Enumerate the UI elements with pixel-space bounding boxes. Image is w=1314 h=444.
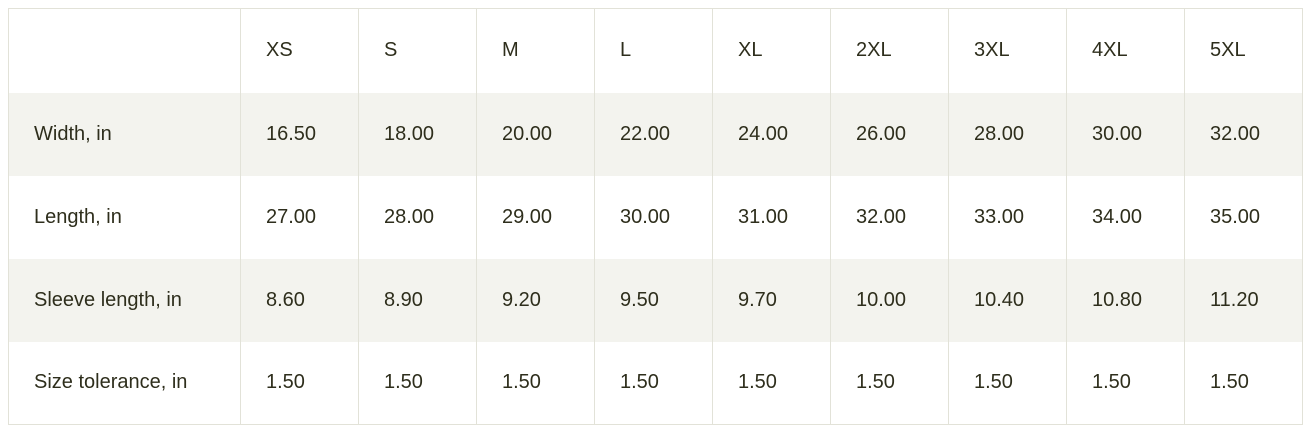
table-cell: 32.00	[1184, 92, 1303, 176]
table-cell: 26.00	[830, 92, 949, 176]
column-header: XS	[240, 8, 359, 93]
table-cell: 1.50	[1184, 341, 1303, 425]
table-cell: 32.00	[830, 175, 949, 259]
table-cell: 10.80	[1066, 258, 1185, 342]
corner-cell	[9, 9, 241, 93]
table-cell: 1.50	[1066, 341, 1185, 425]
table-cell: 30.00	[594, 175, 713, 259]
table-cell: 22.00	[594, 92, 713, 176]
size-chart-table: XS S M L XL 2XL 3XL 4XL 5XL Width, in 16.50 18.00 2…	[8, 8, 1303, 425]
table-cell: 20.00	[476, 92, 595, 176]
table-cell: 35.00	[1184, 175, 1303, 259]
table-cell: 30.00	[1066, 92, 1185, 176]
row-label: Size tolerance, in	[34, 371, 188, 394]
table-cell: 16.50	[240, 92, 359, 176]
table-cell: 1.50	[830, 341, 949, 425]
table-cell: 24.00	[712, 92, 831, 176]
table-row: Size tolerance, in 1.50 1.50 1.50 1.50 1.50 1.…	[9, 341, 1303, 425]
column-header: 2XL	[830, 8, 949, 93]
table-cell: 31.00	[712, 175, 831, 259]
table-cell: 9.20	[476, 258, 595, 342]
table-cell: 28.00	[358, 175, 477, 259]
table-cell: 8.60	[240, 258, 359, 342]
table-cell: 1.50	[948, 341, 1067, 425]
table-row: Width, in 16.50 18.00 20.00 22.00 24.00 26.00 2…	[8, 92, 1303, 176]
table-cell: 33.00	[948, 175, 1067, 259]
column-header: 3XL	[948, 8, 1067, 93]
table-cell: 11.20	[1184, 258, 1303, 342]
column-header: S	[358, 8, 477, 93]
column-header: L	[594, 8, 713, 93]
column-header: M	[476, 8, 595, 93]
table-cell: 1.50	[712, 341, 831, 425]
header-row: XS S M L XL 2XL 3XL 4XL 5XL	[9, 8, 1303, 93]
column-header: 4XL	[1066, 8, 1185, 93]
table-cell: 29.00	[476, 175, 595, 259]
table-row: Length, in 27.00 28.00 29.00 30.00 31.00 32.00…	[9, 175, 1303, 259]
table-cell: 10.00	[830, 258, 949, 342]
table-cell: 8.90	[358, 258, 477, 342]
table-cell: 1.50	[476, 341, 595, 425]
table-cell: 9.50	[594, 258, 713, 342]
table-cell: 9.70	[712, 258, 831, 342]
row-label: Sleeve length, in	[8, 258, 241, 342]
row-label: Width, in	[8, 92, 241, 176]
table-cell: 28.00	[948, 92, 1067, 176]
table-cell: 34.00	[1066, 175, 1185, 259]
column-header: XL	[712, 8, 831, 93]
row-label: Length, in	[34, 205, 122, 228]
table-cell: 27.00	[240, 175, 359, 259]
table-cell: 1.50	[358, 341, 477, 425]
table-cell: 1.50	[240, 341, 359, 425]
table-cell: 1.50	[594, 341, 713, 425]
table-cell: 10.40	[948, 258, 1067, 342]
column-header: 5XL	[1184, 8, 1303, 93]
table-row: Sleeve length, in 8.60 8.90 9.20 9.50 9.70 10.…	[8, 258, 1303, 342]
table-cell: 18.00	[358, 92, 477, 176]
